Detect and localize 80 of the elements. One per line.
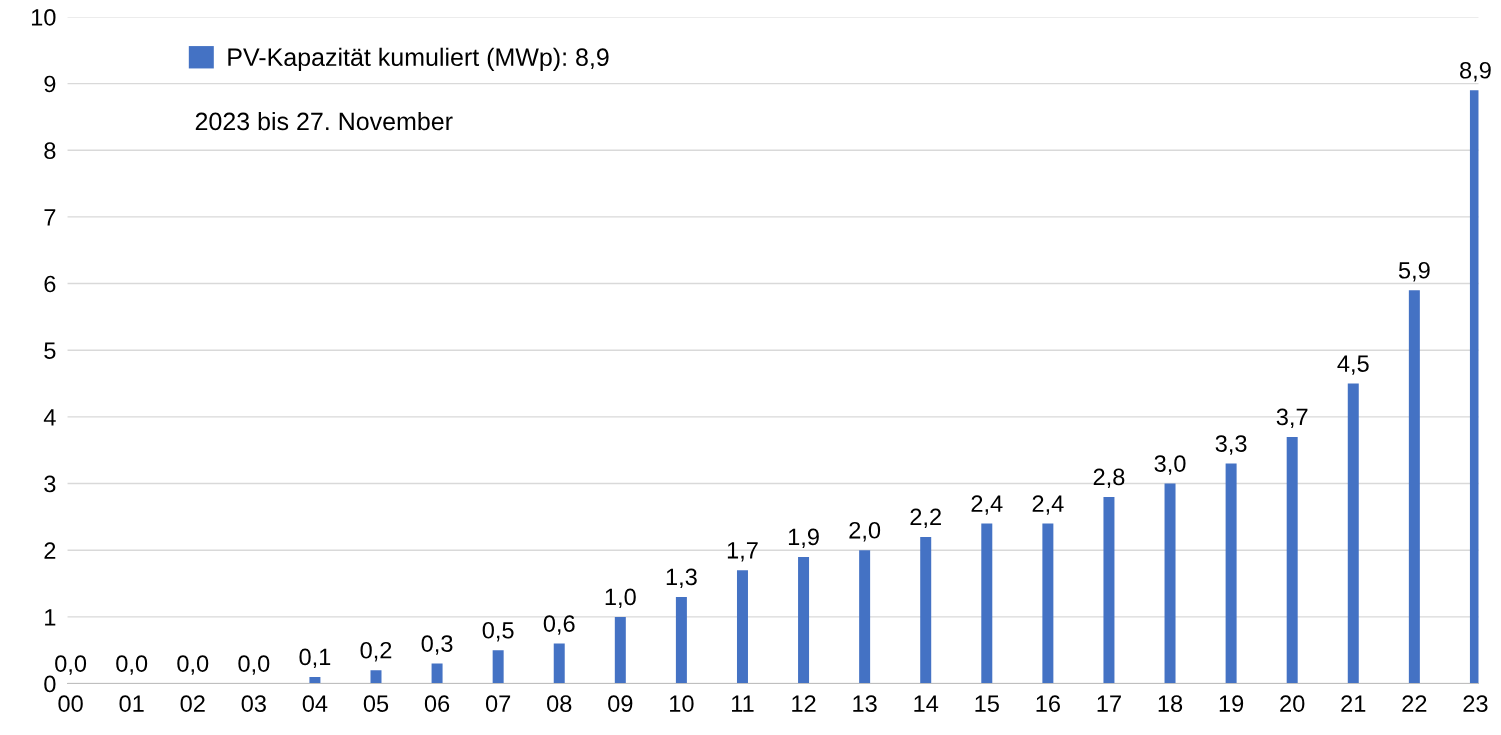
data-label: 1,9 [788, 528, 819, 549]
y-tick-label: 0 [44, 675, 56, 693]
data-label: 0,3 [421, 635, 453, 655]
x-tick-label: 09 [608, 695, 633, 712]
x-tick-label: 15 [975, 695, 999, 712]
bar [1164, 483, 1176, 684]
x-tick-label: 14 [914, 695, 939, 712]
data-label: 0,0 [55, 655, 87, 675]
data-label: 2,2 [910, 508, 941, 529]
x-tick-label: 08 [547, 695, 572, 712]
y-tick-label: 10 [31, 8, 56, 26]
x-tick-label: 02 [180, 695, 205, 712]
x-tick-label: 19 [1219, 695, 1244, 712]
bar [614, 616, 626, 684]
bar [1286, 436, 1298, 684]
bar [859, 550, 871, 684]
bar [431, 663, 443, 684]
bar [492, 650, 504, 684]
x-tick-label: 01 [119, 695, 144, 712]
bar [798, 556, 810, 684]
data-label: 2,8 [1093, 468, 1125, 489]
data-label: 0,0 [177, 655, 209, 675]
data-label: 1,7 [727, 542, 758, 562]
bar [981, 523, 993, 684]
data-label: 8,9 [1460, 61, 1491, 82]
data-label: 1,0 [605, 588, 636, 609]
x-tick-label: 16 [1036, 695, 1060, 712]
data-label: 2,0 [849, 521, 881, 542]
bar [675, 596, 687, 684]
x-tick-label: 20 [1280, 695, 1305, 712]
data-label: 5,9 [1398, 261, 1430, 282]
data-label: 0,6 [543, 615, 575, 635]
y-tick-label: 1 [45, 609, 56, 626]
y-tick-label: 3 [44, 475, 56, 493]
x-tick-label: 12 [792, 695, 816, 712]
x-tick-label: 18 [1158, 695, 1183, 712]
x-tick-label: 13 [853, 695, 877, 712]
bar [1347, 383, 1359, 684]
y-tick-label: 4 [43, 409, 56, 426]
bar [1103, 496, 1115, 684]
annotation: 2023 bis 27. November [195, 111, 453, 131]
data-label: 2,4 [971, 495, 1003, 515]
y-tick-label: 2 [44, 542, 56, 559]
x-tick-label: 11 [732, 695, 754, 712]
x-tick-label: 00 [58, 695, 83, 712]
data-label: 3,0 [1154, 455, 1186, 475]
bar [1042, 523, 1054, 684]
bar [920, 536, 932, 684]
legend-label: PV-Kapazität kumuliert (MWp): 8,9 [228, 47, 609, 72]
y-tick-label: 7 [44, 209, 56, 226]
x-tick-label: 03 [241, 695, 266, 712]
y-tick-label: 5 [44, 342, 56, 360]
x-tick-label: 05 [363, 695, 389, 712]
bar [1469, 90, 1479, 684]
x-tick-label: 06 [424, 695, 450, 712]
bar [1225, 463, 1237, 684]
bar [1408, 290, 1420, 684]
x-tick-label: 10 [670, 695, 694, 712]
x-tick-label: 07 [485, 695, 511, 712]
data-label: 4,5 [1337, 355, 1369, 375]
data-label: 0,2 [360, 641, 392, 662]
data-label: 0,1 [299, 648, 331, 669]
data-label: 3,3 [1215, 435, 1247, 455]
y-tick-label: 6 [44, 275, 56, 293]
bar [553, 643, 565, 684]
bar [736, 570, 748, 684]
data-label: 1,3 [666, 568, 697, 589]
y-tick-label: 8 [44, 142, 56, 160]
data-label: 0,5 [482, 621, 514, 642]
data-label: 0,0 [116, 655, 148, 675]
x-tick-label: 23 [1463, 695, 1488, 712]
x-tick-label: 21 [1341, 695, 1366, 712]
bar [309, 676, 321, 684]
y-tick-label: 9 [44, 75, 56, 93]
x-tick-label: 22 [1402, 695, 1427, 712]
x-tick-label: 17 [1097, 695, 1121, 712]
x-tick-label: 04 [302, 695, 328, 712]
data-label: 2,4 [1032, 495, 1064, 515]
data-label: 3,7 [1276, 408, 1308, 429]
data-label: 0,0 [238, 655, 270, 675]
